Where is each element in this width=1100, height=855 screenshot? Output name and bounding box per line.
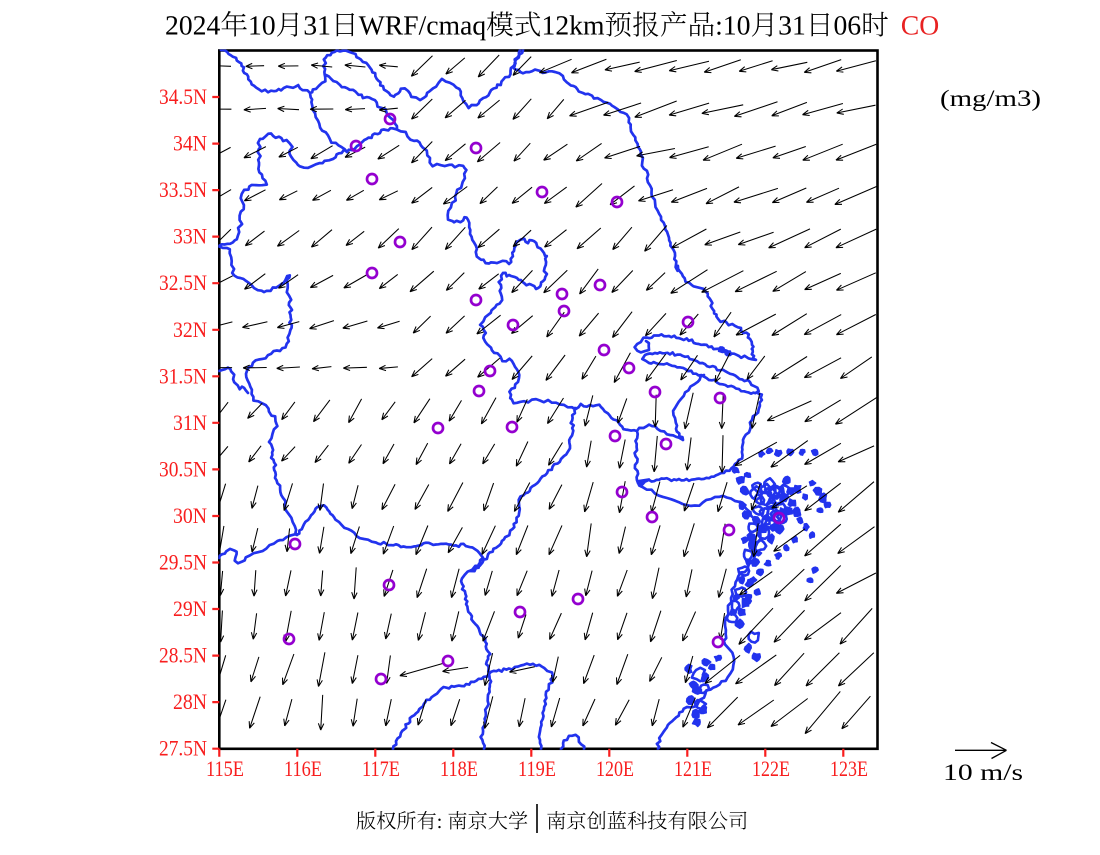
svg-text:122E: 122E (752, 756, 790, 781)
svg-text:117E: 117E (362, 756, 400, 781)
svg-text:29N: 29N (173, 596, 207, 621)
svg-text:31N: 31N (173, 410, 207, 435)
svg-text:120E: 120E (596, 756, 634, 781)
svg-text:29.5N: 29.5N (159, 550, 207, 575)
svg-text:34N: 34N (173, 131, 207, 156)
svg-text:28.5N: 28.5N (159, 643, 207, 668)
svg-text:10 m/s: 10 m/s (943, 760, 1023, 785)
svg-text:118E: 118E (440, 756, 478, 781)
svg-text:27.5N: 27.5N (159, 736, 207, 761)
svg-text:31.5N: 31.5N (159, 363, 207, 388)
svg-text:34.5N: 34.5N (159, 84, 207, 109)
svg-text:119E: 119E (518, 756, 556, 781)
svg-text:33N: 33N (173, 224, 207, 249)
svg-text:28N: 28N (173, 689, 207, 714)
svg-text:30.5N: 30.5N (159, 456, 207, 481)
svg-text:30N: 30N (173, 503, 207, 528)
svg-text:32.5N: 32.5N (159, 270, 207, 295)
svg-text:116E: 116E (284, 756, 322, 781)
svg-text:121E: 121E (674, 756, 712, 781)
svg-text:33.5N: 33.5N (159, 177, 207, 202)
svg-text:123E: 123E (830, 756, 868, 781)
svg-text:32N: 32N (173, 317, 207, 342)
svg-text:(mg/m3): (mg/m3) (940, 86, 1041, 111)
svg-text:115E: 115E (206, 756, 244, 781)
